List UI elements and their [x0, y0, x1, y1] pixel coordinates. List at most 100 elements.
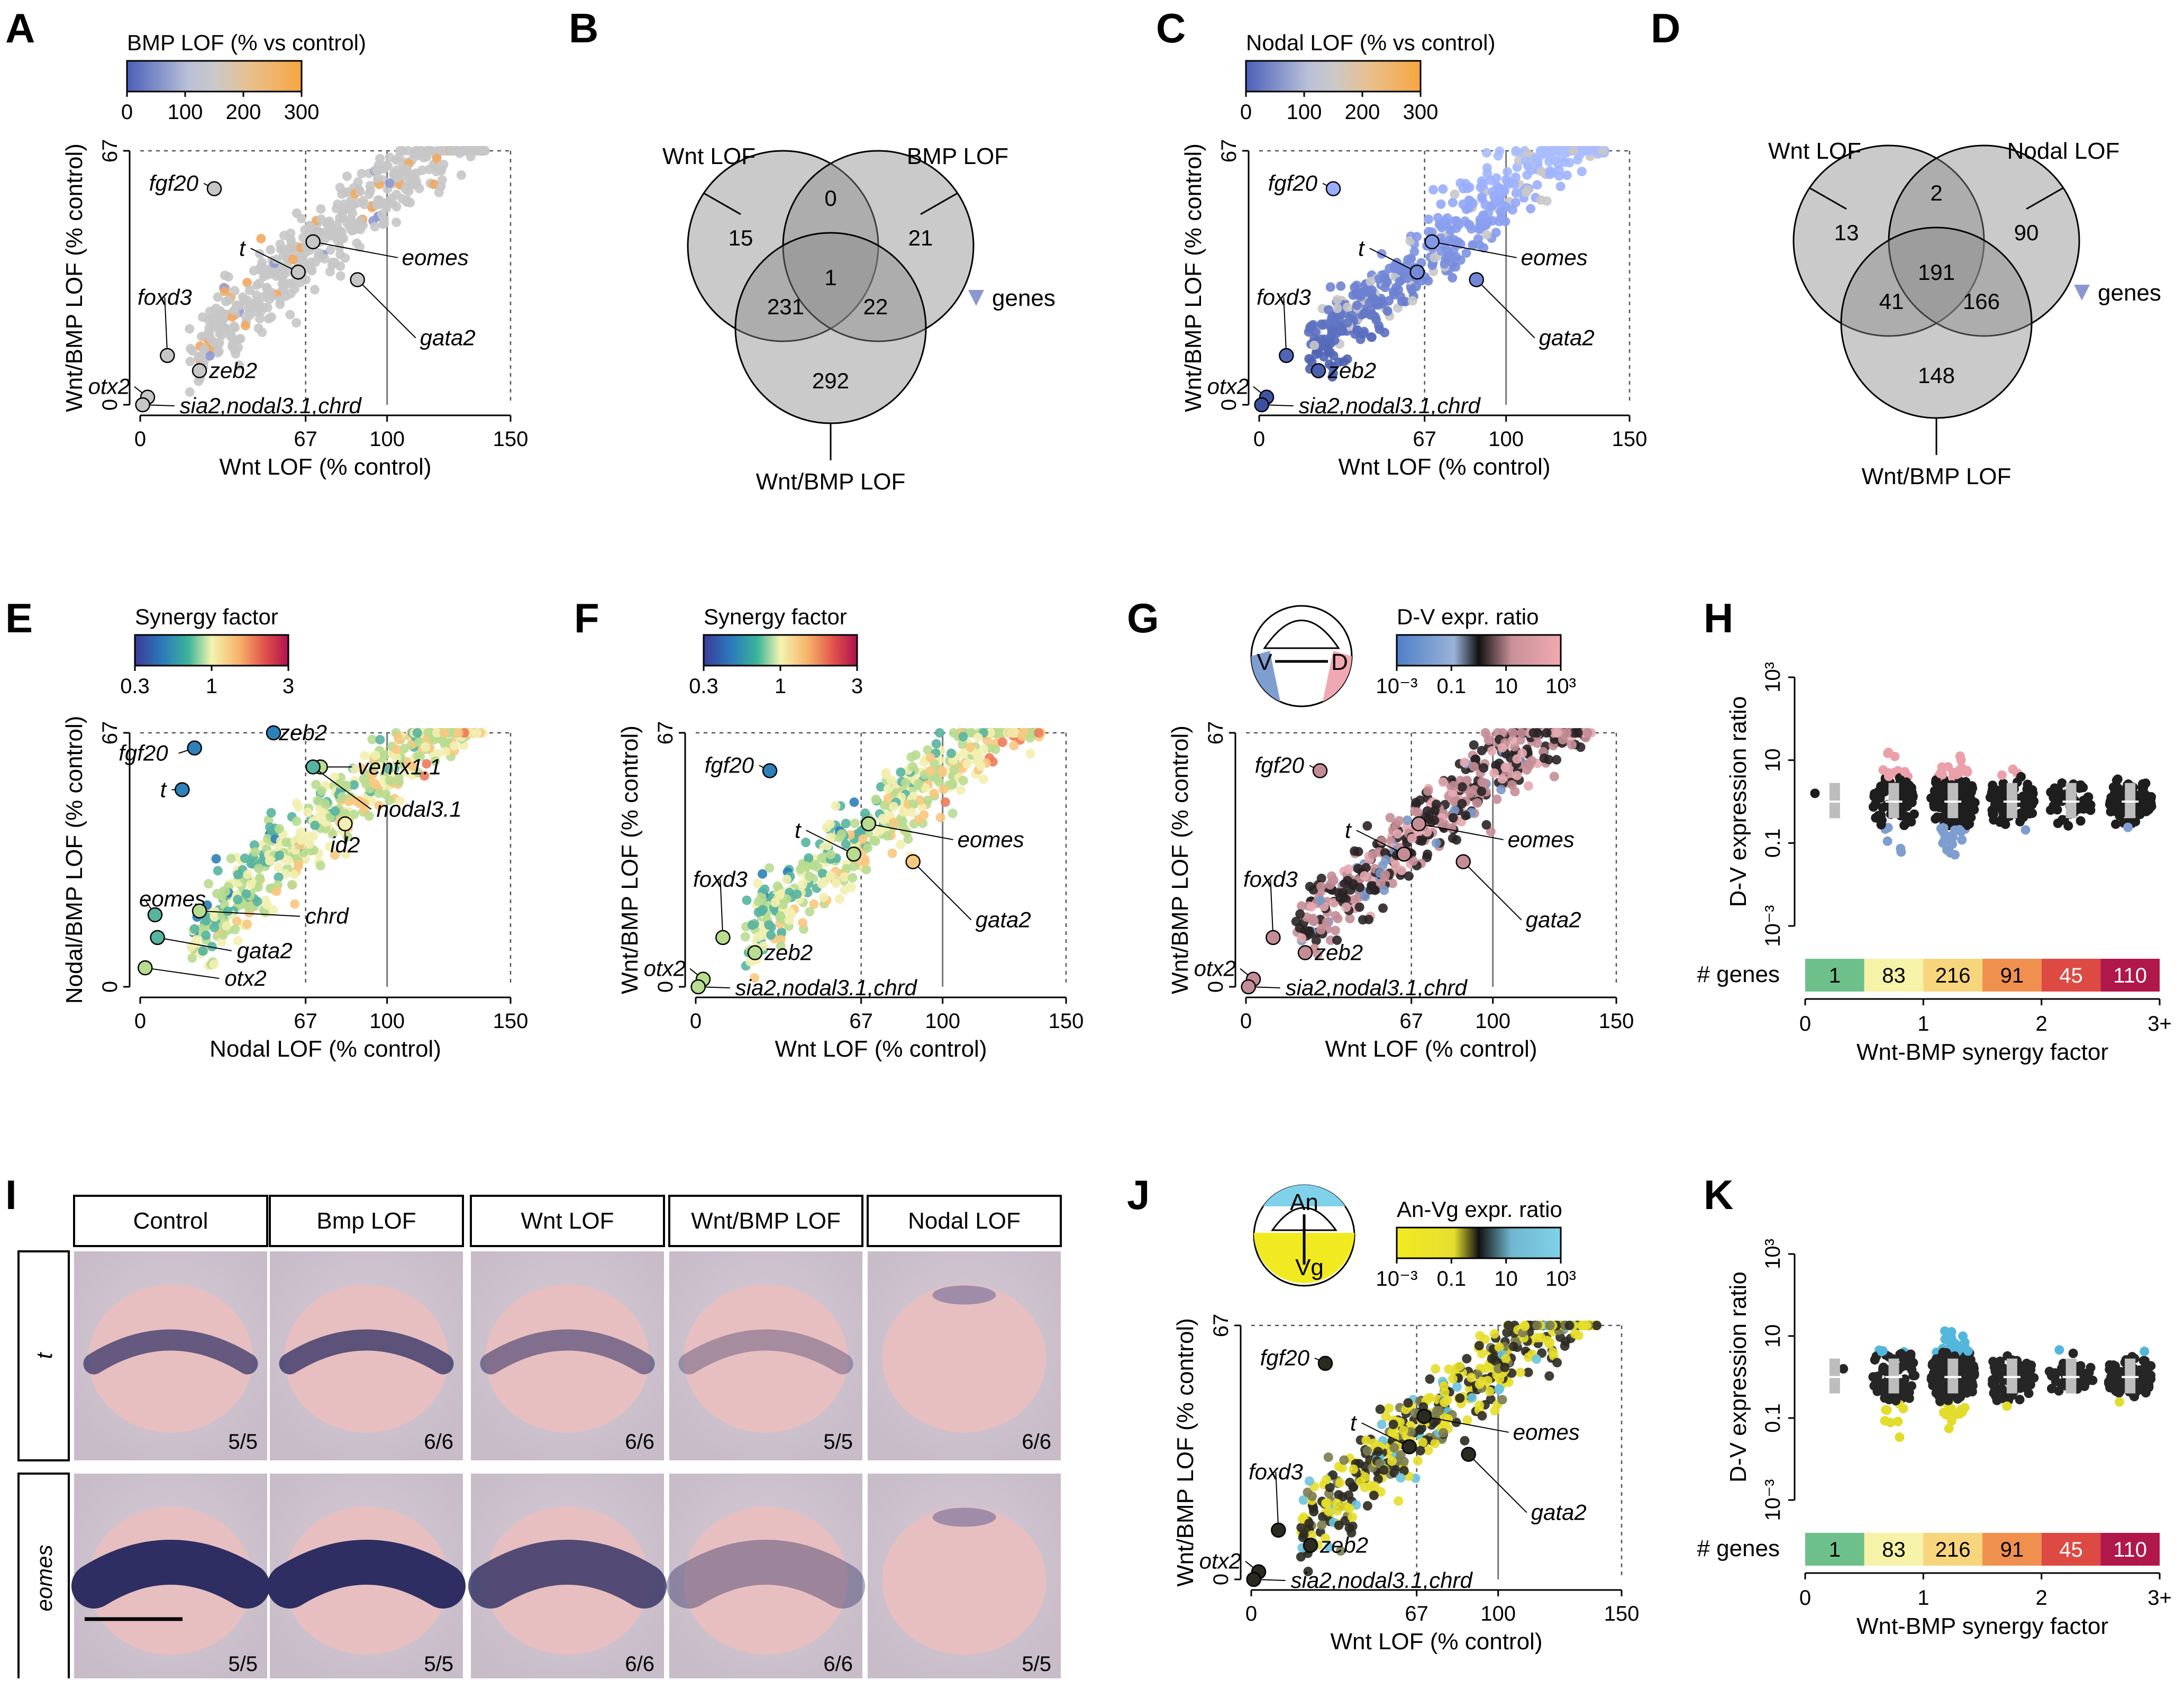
gene-point [990, 744, 1000, 755]
gene-point [266, 808, 276, 818]
gene-point [254, 249, 265, 259]
gene-point [1431, 1364, 1441, 1374]
colorbar-gradient [1396, 1226, 1562, 1259]
gene-point [214, 347, 224, 357]
gene-label: sia2,nodal3.1,chrd [1286, 975, 1468, 1000]
gene-point [1452, 1382, 1462, 1392]
swarm-point [1878, 786, 1888, 796]
gene-point [1439, 1381, 1449, 1391]
gene-point [1465, 220, 1475, 230]
gene-point [263, 314, 274, 324]
gene-point [1328, 875, 1339, 885]
gene-point [1500, 762, 1510, 773]
gene-point [254, 864, 264, 874]
colorbar-tick-label: 0.3 [689, 675, 718, 698]
x-tick-label: 150 [1049, 1010, 1084, 1033]
gene-point [1367, 294, 1377, 304]
labeled-gene-point [1455, 854, 1471, 869]
venn-count-c-only: 148 [1918, 363, 1955, 388]
gene-point [1330, 925, 1340, 935]
gene-point [997, 737, 1007, 747]
gene-point [1379, 885, 1389, 895]
panel-i: Control Bmp LOF Wnt LOF Wnt/BMP LOF Nodal LO… [17, 1195, 1062, 1681]
labeled-gene-point [175, 782, 190, 797]
gene-point [393, 732, 403, 742]
x-tick-label: 0 [1253, 428, 1265, 451]
gene-point [1522, 765, 1532, 775]
gene-point [361, 779, 371, 789]
embryo-body [882, 1284, 1046, 1433]
gene-point [1511, 188, 1521, 198]
y-tick-label: 0.1 [1761, 829, 1785, 858]
gene-point [337, 792, 347, 802]
y-tick-label: 0 [98, 981, 122, 993]
gene-point [1523, 781, 1533, 791]
swarm-point [1882, 1405, 1892, 1415]
colorbar-tick-label: 200 [226, 101, 261, 124]
panel-label-e: E [5, 595, 33, 641]
gene-points [1304, 146, 1610, 382]
gene-point [187, 346, 197, 356]
colorbar-title: Nodal LOF (% vs control) [1246, 30, 1495, 55]
gene-label: foxd3 [1243, 867, 1298, 892]
swarm-point [1938, 838, 1948, 848]
venn-set-label: BMP LOF [907, 143, 1008, 169]
y-axis-label: Wnt/BMP LOF (% control) [1180, 143, 1206, 412]
condition-header-label: Wnt/BMP LOF [691, 1208, 841, 1234]
swarm-point [2068, 1348, 2078, 1358]
swarm-point [1878, 803, 1888, 813]
gene-point [1560, 157, 1570, 167]
y-axis-label: Wnt/BMP LOF (% control) [1172, 1318, 1198, 1587]
gene-count-value: 83 [1882, 964, 1906, 987]
labeled-gene-point [762, 763, 778, 778]
gene-point [1428, 185, 1439, 195]
gene-point [973, 732, 983, 742]
gene-point [1461, 811, 1471, 821]
gene-label: eomes [1513, 1420, 1580, 1444]
gene-point [1477, 192, 1487, 202]
genes-count-label: # genes [1697, 1535, 1780, 1561]
gene-point [795, 864, 805, 874]
colorbar-gradient [1245, 60, 1422, 93]
x-tick-label: 2 [2036, 1586, 2048, 1610]
gene-point [785, 906, 795, 916]
gene-point [1480, 728, 1490, 738]
gene-point [784, 915, 794, 925]
colorbar-tick-label: 0 [1240, 101, 1252, 124]
gene-point [292, 798, 302, 808]
labeled-gene-point [1311, 363, 1326, 378]
gene-point [316, 204, 326, 214]
gene-point [1362, 821, 1372, 831]
embryo-count-fraction: 6/6 [625, 1430, 654, 1453]
gene-point [1477, 786, 1487, 796]
gene-label: fgf20 [705, 753, 754, 778]
gene-point [235, 334, 245, 344]
x-tick-label: 100 [1480, 1602, 1516, 1625]
gene-point [258, 292, 268, 302]
labeled-gene-point [206, 181, 222, 196]
gene-point [367, 734, 377, 744]
gene-point [1304, 1519, 1314, 1529]
swarm-point [1868, 802, 1878, 812]
labeled-gene-point [1416, 1409, 1432, 1424]
x-tick-label: 150 [1612, 428, 1648, 451]
gene-point [1342, 302, 1352, 312]
gene-point [349, 810, 359, 820]
gene-label: eomes [1521, 245, 1588, 270]
swarm-point [1893, 1416, 1903, 1426]
gene-point [436, 181, 446, 192]
gene-label: zeb2 [208, 358, 257, 383]
gene-point [1304, 1476, 1314, 1486]
gene-point [958, 732, 968, 742]
embryo-count-fraction: 5/5 [424, 1652, 453, 1676]
gene-point [416, 146, 426, 156]
gene-point [1586, 146, 1596, 156]
gene-point [226, 330, 236, 340]
gene-label: foxd3 [1257, 285, 1311, 310]
gene-point [359, 199, 369, 210]
